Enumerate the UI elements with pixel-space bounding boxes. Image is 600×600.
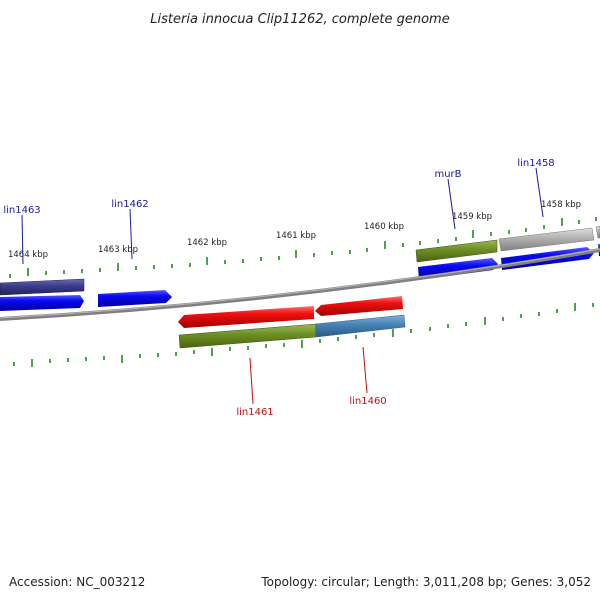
gene-arrow-lin1463[interactable] xyxy=(0,295,84,311)
gene-label-murB[interactable]: murB xyxy=(434,169,461,180)
tick-label: 1459 kbp xyxy=(452,212,492,222)
cds-feature-lin1461[interactable] xyxy=(178,323,317,349)
tick-label: 1460 kbp xyxy=(364,222,404,232)
tick-label: 1462 kbp xyxy=(187,238,227,248)
forward-gene-track xyxy=(0,244,600,311)
gene-arrow-lin1461[interactable] xyxy=(178,306,314,328)
gene-label-lin1460[interactable]: lin1460 xyxy=(349,396,386,407)
cds-feature-lin1458[interactable] xyxy=(498,227,595,252)
cds-feature-murB[interactable] xyxy=(415,239,498,263)
lower-tick-scale xyxy=(13,303,594,367)
forward-cds-track xyxy=(0,225,600,296)
label-leaders xyxy=(21,167,544,405)
gene-label-lin1458[interactable]: lin1458 xyxy=(517,158,554,169)
cds-feature-lin1463[interactable] xyxy=(0,278,85,296)
backbone-highlight xyxy=(0,248,600,319)
genome-info-text: Topology: circular; Length: 3,011,208 bp… xyxy=(260,575,591,589)
tick-label: 1461 kbp xyxy=(276,231,316,241)
gene-arrow-lin1462[interactable] xyxy=(98,290,172,307)
tick-labels: 1464 kbp 1463 kbp 1462 kbp 1461 kbp 1460… xyxy=(8,200,581,260)
reverse-gene-track xyxy=(178,296,403,328)
reverse-cds-track xyxy=(178,314,406,349)
gene-labels: lin1463 lin1462 murB lin1458 lin1461 lin… xyxy=(3,158,554,418)
gene-label-lin1462[interactable]: lin1462 xyxy=(111,199,148,210)
gene-label-lin1463[interactable]: lin1463 xyxy=(3,205,40,216)
cds-feature-lin1460[interactable] xyxy=(315,314,406,338)
tick-label: 1458 kbp xyxy=(541,200,581,210)
upper-tick-scale xyxy=(9,217,597,278)
map-title: Listeria innocua Clip11262, complete gen… xyxy=(150,12,449,27)
cds-feature-partial[interactable] xyxy=(595,225,600,239)
tick-label: 1463 kbp xyxy=(98,245,138,255)
accession-text: Accession: NC_003212 xyxy=(9,575,145,589)
genome-backbone xyxy=(0,248,600,321)
gene-arrow-lin1460[interactable] xyxy=(315,296,403,316)
tick-label: 1464 kbp xyxy=(8,250,48,260)
gene-label-lin1461[interactable]: lin1461 xyxy=(236,407,273,418)
